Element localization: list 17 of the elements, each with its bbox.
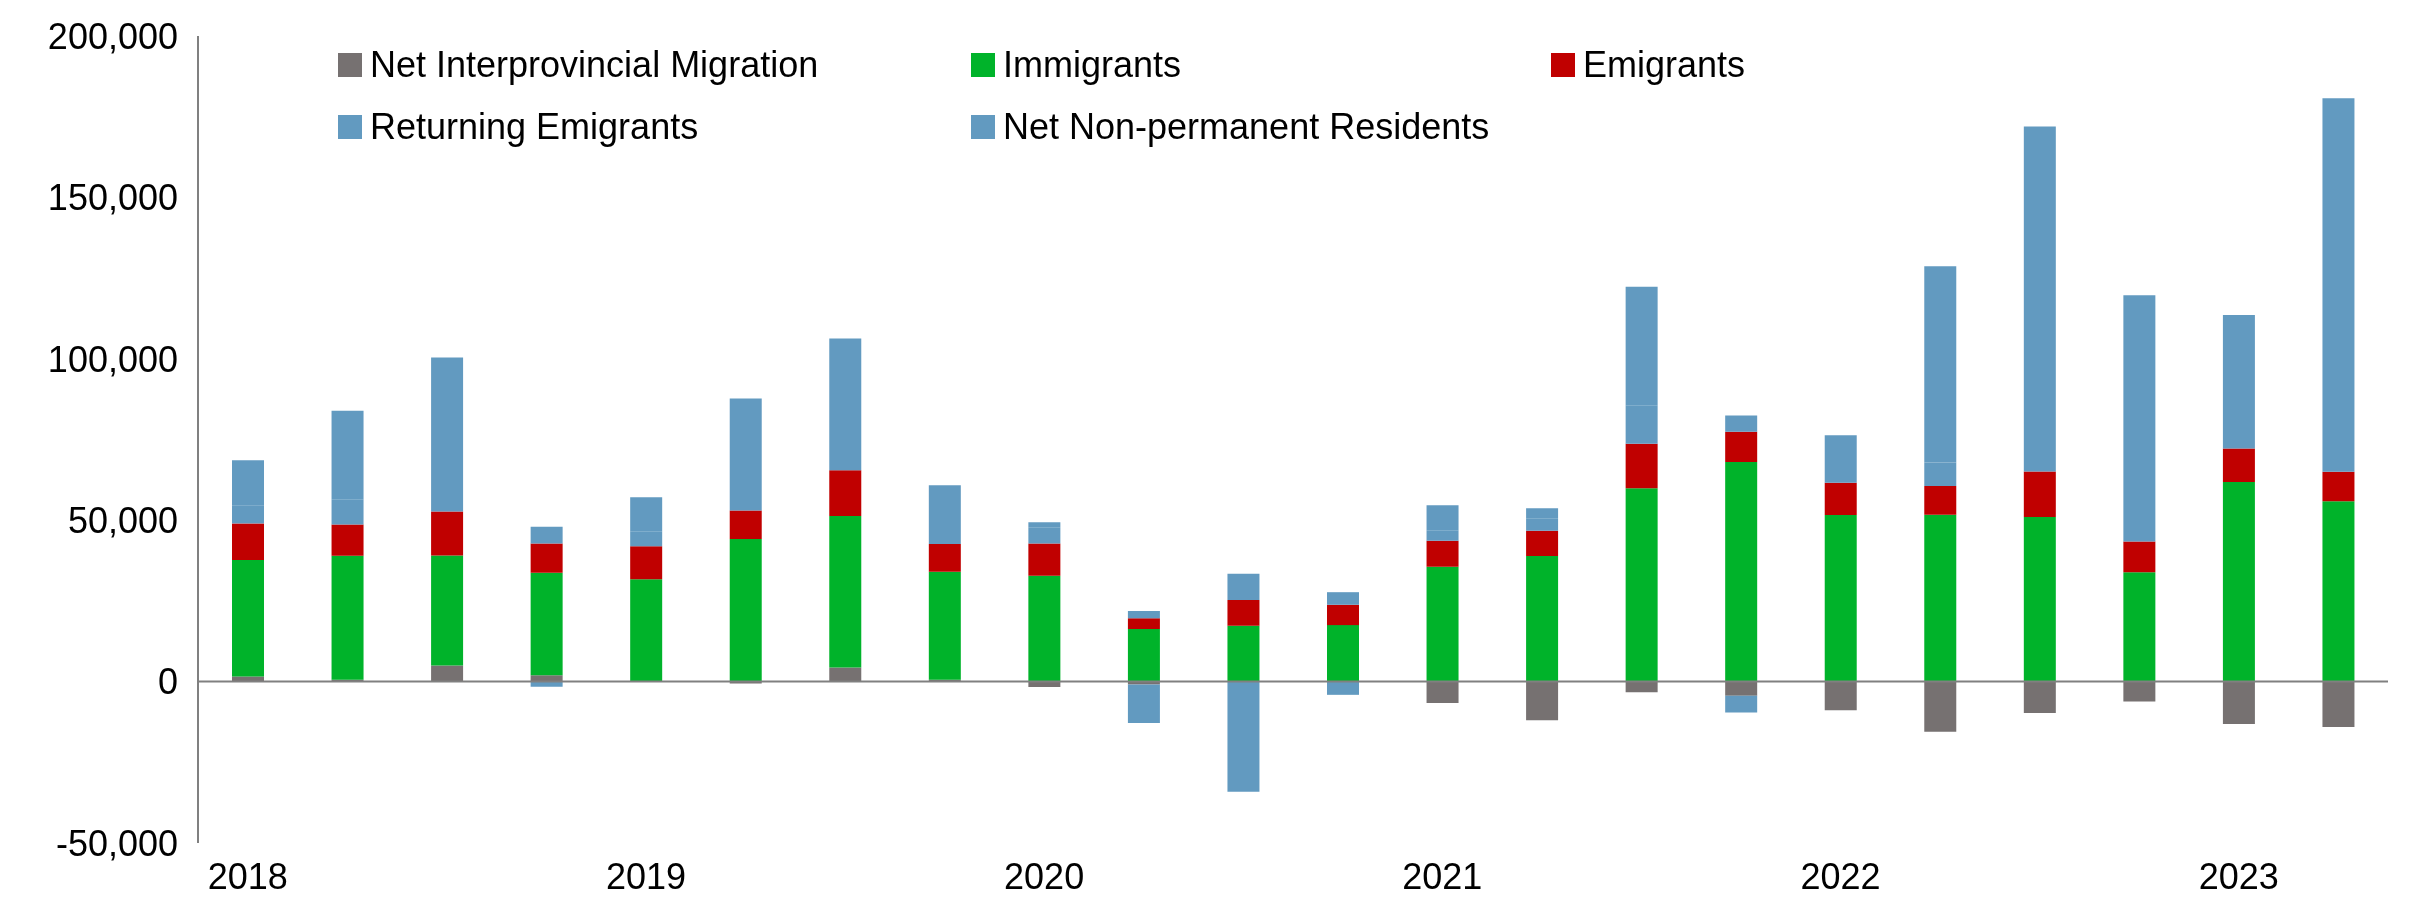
y-tick-label: 150,000 xyxy=(47,177,178,219)
x-tick-label: 2023 xyxy=(2198,855,2279,897)
y-tick-label: 0 xyxy=(157,661,178,703)
legend-label: Emigrants xyxy=(1583,44,1746,86)
x-tick-label: 2020 xyxy=(1004,855,1085,897)
y-tick-label: 200,000 xyxy=(47,15,178,57)
x-tick-label: 2021 xyxy=(1402,855,1483,897)
x-tick-label: 2018 xyxy=(207,855,288,897)
y-tick-label: -50,000 xyxy=(55,822,178,864)
y-tick-label: 100,000 xyxy=(47,338,178,380)
legend-label: Net Non-permanent Residents xyxy=(1003,106,1490,148)
legend-label: Net Interprovincial Migration xyxy=(370,44,819,86)
legend-label: Returning Emigrants xyxy=(370,106,699,148)
y-tick-label: 50,000 xyxy=(67,499,178,541)
legend-label: Immigrants xyxy=(1003,44,1182,86)
x-tick-label: 2019 xyxy=(605,855,686,897)
x-tick-label: 2022 xyxy=(1800,855,1881,897)
